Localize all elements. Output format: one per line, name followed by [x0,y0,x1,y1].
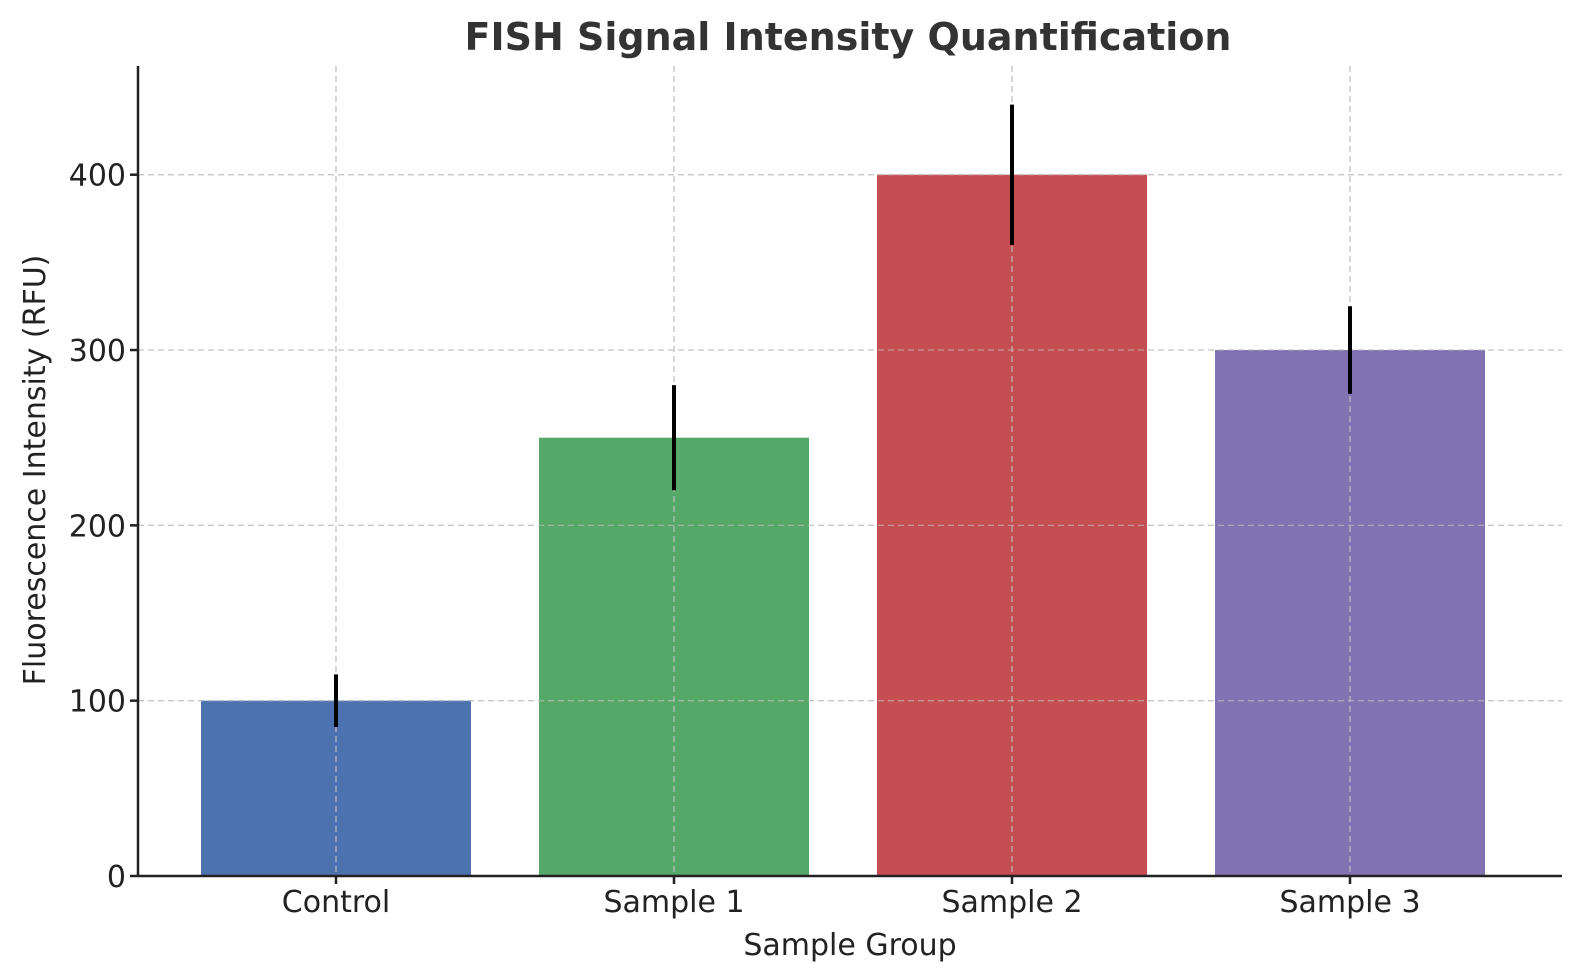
y-tick-label: 0 [107,860,126,895]
y-tick-label: 100 [69,685,126,720]
x-tick-label: Sample 1 [603,885,744,920]
chart-title: FISH Signal Intensity Quantification [465,15,1232,59]
y-tick-label: 400 [69,159,126,194]
bars [138,66,1562,876]
x-ticks: Control Sample 1 Sample 2 Sample 3 [282,876,1421,920]
y-tick-label: 300 [69,334,126,369]
y-axis-label: Fluorescence Intensity (RFU) [18,255,53,686]
x-tick-label: Sample 2 [941,885,1082,920]
axes [136,66,1562,878]
x-tick-label: Control [282,885,390,920]
y-ticks: 0 100 200 300 400 [69,159,138,895]
error-bars [334,104,1352,727]
x-axis-label: Sample Group [743,928,956,963]
x-tick-label: Sample 3 [1279,885,1420,920]
y-tick-label: 200 [69,509,126,544]
